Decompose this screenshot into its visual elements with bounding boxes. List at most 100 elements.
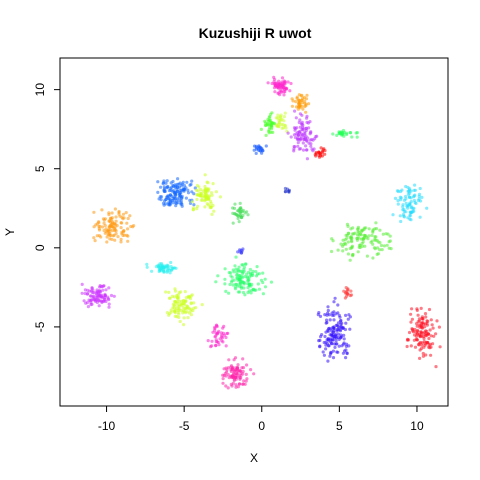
data-point: [409, 320, 413, 324]
data-point: [418, 186, 422, 191]
data-point: [254, 151, 258, 155]
data-point: [171, 197, 175, 201]
data-point: [378, 248, 382, 252]
data-point: [336, 303, 340, 307]
data-point: [429, 334, 433, 338]
data-point: [431, 342, 435, 346]
data-point: [181, 305, 185, 310]
data-point: [106, 297, 110, 301]
data-point: [237, 220, 241, 224]
data-point: [281, 86, 286, 90]
data-point: [332, 310, 336, 314]
data-point: [374, 235, 378, 239]
data-point: [242, 379, 246, 383]
data-point: [226, 373, 230, 377]
data-point: [363, 244, 367, 248]
data-point: [425, 323, 429, 327]
data-point: [413, 188, 417, 192]
data-point: [233, 264, 237, 268]
data-point: [314, 150, 318, 155]
data-point: [339, 336, 343, 340]
data-point: [344, 313, 348, 317]
data-point: [344, 356, 348, 360]
data-point: [200, 303, 204, 307]
data-point: [236, 366, 240, 370]
data-point: [97, 234, 101, 238]
data-point: [406, 216, 410, 220]
data-point: [252, 148, 256, 152]
data-point: [92, 236, 96, 240]
data-point: [374, 227, 379, 231]
data-point: [378, 241, 382, 245]
data-point: [335, 350, 339, 354]
data-point: [300, 104, 304, 108]
data-point: [309, 144, 313, 148]
data-point: [301, 107, 305, 111]
data-point: [416, 313, 420, 317]
data-point: [332, 318, 336, 322]
data-point: [384, 232, 388, 236]
data-point: [331, 330, 335, 334]
data-point: [95, 222, 99, 226]
data-point: [365, 254, 369, 258]
data-point: [117, 209, 121, 214]
data-point: [261, 292, 265, 296]
data-point: [90, 286, 94, 290]
data-point: [103, 231, 107, 235]
data-point: [182, 184, 187, 188]
data-point: [80, 282, 84, 286]
data-point: [331, 349, 335, 353]
data-point: [432, 334, 436, 338]
data-point: [209, 201, 213, 205]
data-point: [299, 94, 303, 98]
data-point: [80, 291, 84, 295]
data-point: [353, 231, 357, 235]
y-axis: -5 0 5 10: [33, 83, 61, 332]
data-point: [334, 334, 338, 339]
data-point: [423, 312, 428, 316]
data-point: [355, 131, 359, 135]
data-point: [413, 201, 417, 205]
data-point: [281, 122, 285, 127]
data-point: [102, 221, 106, 225]
data-point: [164, 181, 168, 185]
data-point: [330, 237, 334, 241]
data-point: [402, 198, 406, 202]
data-point: [214, 280, 218, 284]
data-point: [345, 351, 349, 355]
data-point: [421, 351, 425, 356]
data-point: [203, 205, 207, 209]
data-point: [343, 327, 347, 332]
data-point: [203, 188, 207, 192]
data-point: [190, 179, 194, 183]
data-point: [227, 358, 231, 362]
data-point: [311, 138, 315, 142]
data-point: [337, 326, 341, 330]
data-point: [227, 376, 231, 380]
data-point: [254, 270, 258, 274]
data-point: [415, 322, 419, 326]
data-point: [350, 232, 355, 236]
data-point: [257, 287, 262, 291]
data-point: [175, 300, 179, 304]
data-point: [422, 336, 426, 341]
data-point: [309, 142, 313, 146]
data-point: [106, 229, 110, 233]
data-point: [266, 81, 270, 85]
data-point: [116, 235, 120, 239]
data-point: [233, 287, 238, 291]
data-point: [238, 250, 242, 254]
data-point: [396, 202, 400, 206]
data-point: [336, 311, 340, 315]
data-point: [413, 345, 418, 349]
data-point: [347, 313, 351, 317]
data-point: [304, 104, 308, 108]
data-point: [326, 308, 330, 313]
data-point: [337, 344, 341, 348]
data-point: [329, 351, 333, 355]
data-point: [427, 336, 431, 341]
data-point: [235, 276, 239, 280]
data-point: [223, 282, 227, 286]
data-point: [237, 382, 241, 386]
data-point: [100, 225, 105, 229]
